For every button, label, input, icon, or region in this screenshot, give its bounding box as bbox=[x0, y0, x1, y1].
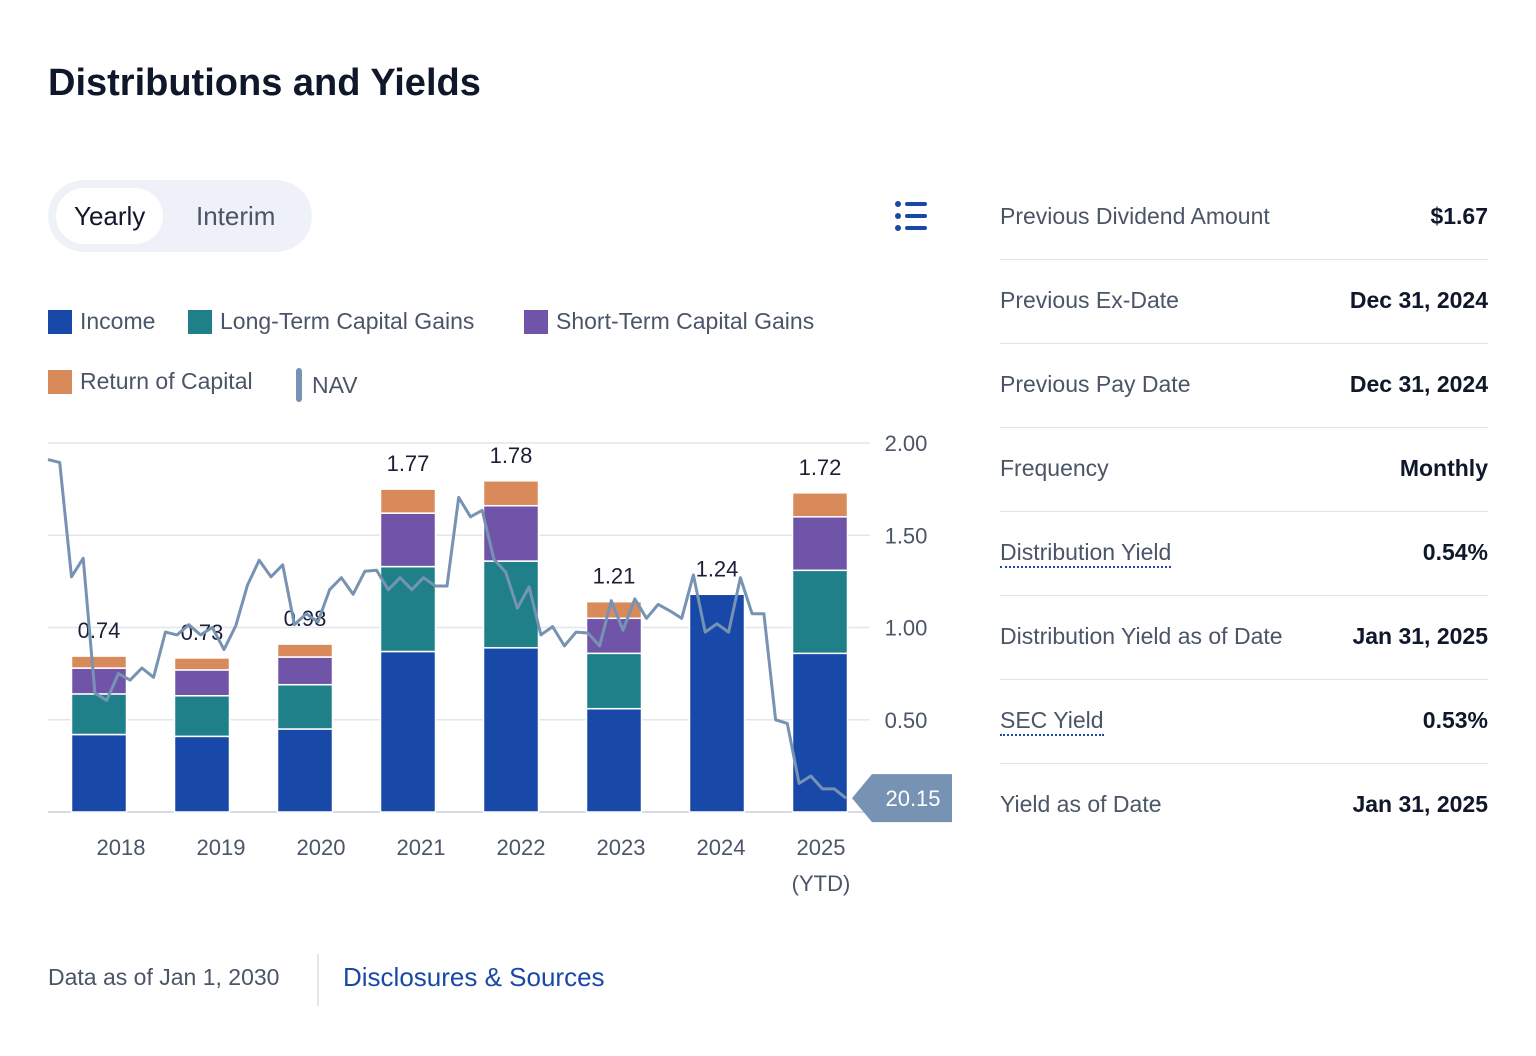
row-label: Frequency bbox=[1000, 455, 1109, 481]
x-tick-label: 2019 bbox=[196, 835, 246, 860]
bar-segment bbox=[688, 593, 746, 813]
x-tick-label: 2024 bbox=[696, 835, 746, 860]
legend-label: Short-Term Capital Gains bbox=[556, 308, 815, 334]
bar-segment bbox=[173, 735, 231, 813]
x-tick-label: 2021 bbox=[396, 835, 446, 860]
y-tick-label: 1.00 bbox=[885, 616, 928, 641]
bar-segment bbox=[70, 655, 128, 669]
nav-callout bbox=[852, 774, 952, 823]
chart: 0.501.001.502.000.74 0.730.981.77 1.781.21… bbox=[47, 431, 952, 823]
legend-item: Short-Term Capital Gains bbox=[524, 308, 814, 335]
x-tick-label: 2018 bbox=[96, 835, 146, 860]
bar-segment bbox=[276, 683, 334, 730]
total-label: 1.77 bbox=[387, 451, 430, 476]
row-value: 0.53% bbox=[1422, 707, 1488, 733]
row-label: Distribution Yield bbox=[1000, 539, 1172, 568]
y-tick-label: 1.50 bbox=[885, 523, 928, 548]
bar-segment bbox=[791, 492, 849, 518]
page-title: Distributions and Yields bbox=[48, 62, 481, 104]
y-tick-label: 0.50 bbox=[885, 708, 928, 733]
bar-segment bbox=[791, 569, 849, 655]
legend-item: Income bbox=[48, 308, 155, 335]
row-label: SEC Yield bbox=[1000, 707, 1104, 736]
total-label: 0.74 bbox=[78, 618, 121, 643]
legend-label: Long-Term Capital Gains bbox=[220, 308, 475, 334]
bar-segment bbox=[276, 643, 334, 658]
legend-item: NAV bbox=[296, 368, 358, 402]
row-value: Dec 31, 2024 bbox=[1349, 371, 1488, 397]
bar-segment bbox=[482, 560, 540, 649]
bar-segment bbox=[585, 707, 643, 813]
bar-segment bbox=[70, 693, 128, 736]
legend-label: NAV bbox=[312, 371, 358, 398]
nav-line bbox=[47, 458, 847, 800]
row-label: Yield as of Date bbox=[1000, 791, 1162, 817]
row-label: Previous Pay Date bbox=[1000, 371, 1191, 397]
row-value: Jan 31, 2025 bbox=[1352, 623, 1488, 649]
legend-swatch bbox=[48, 309, 72, 334]
legend-swatch bbox=[524, 309, 548, 334]
table-row: Previous Pay Date Dec 31, 2024 bbox=[1000, 343, 1488, 428]
legend-label: Income bbox=[80, 308, 156, 334]
bar-segment bbox=[585, 617, 643, 655]
bar-segment bbox=[482, 480, 540, 507]
table-row: Distribution Yield 0.54% bbox=[1000, 511, 1488, 596]
legend-swatch bbox=[188, 309, 212, 334]
link[interactable]: Disclosures & Sources bbox=[343, 962, 605, 992]
legend-item: Long-Term Capital Gains bbox=[188, 308, 474, 335]
table-row: Distribution Yield as of Date Jan 31, 202… bbox=[1000, 595, 1488, 680]
tab-bar: Yearly Interim bbox=[48, 180, 312, 252]
bar-segment bbox=[379, 488, 437, 514]
total-label: 1.78 bbox=[490, 443, 533, 468]
bar-segment bbox=[70, 733, 128, 813]
table-row: Yield as of Date Jan 31, 2025 bbox=[1000, 763, 1488, 847]
row-label: Distribution Yield as of Date bbox=[1000, 623, 1283, 649]
row-value: Jan 31, 2025 bbox=[1352, 791, 1488, 817]
bar-segment bbox=[173, 669, 231, 697]
nav-callout-label: 20.15 bbox=[885, 786, 940, 811]
tab[interactable]: Yearly bbox=[56, 188, 164, 244]
row-label: Previous Dividend Amount bbox=[1000, 203, 1270, 229]
data-note: Data as of Jan 1, 2030 bbox=[48, 964, 280, 990]
legend-label: Return of Capital bbox=[80, 368, 253, 394]
legend-swatch bbox=[296, 368, 302, 402]
tab[interactable]: Interim bbox=[196, 201, 276, 231]
bar-segment bbox=[276, 728, 334, 813]
table-row: Frequency Monthly bbox=[1000, 427, 1488, 512]
x-tick-label: 2020 bbox=[296, 835, 346, 860]
legend-swatch bbox=[48, 369, 72, 394]
total-label: 1.24 bbox=[696, 556, 739, 581]
bar-segment bbox=[379, 512, 437, 568]
list-icon[interactable] bbox=[892, 200, 932, 234]
row-value: Dec 31, 2024 bbox=[1349, 287, 1488, 313]
bar-segment bbox=[276, 656, 334, 686]
table-row: SEC Yield 0.53% bbox=[1000, 679, 1488, 764]
total-label: 1.21 bbox=[593, 564, 636, 589]
total-label: 1.72 bbox=[799, 455, 842, 480]
bar-segment bbox=[791, 516, 849, 572]
legend-item: Return of Capital bbox=[48, 368, 253, 395]
row-value: $1.67 bbox=[1430, 203, 1488, 229]
row-label: Previous Ex-Date bbox=[1000, 287, 1179, 313]
x-tick-label: 2023 bbox=[596, 835, 646, 860]
bar-segment bbox=[482, 647, 540, 813]
bar-segment bbox=[173, 695, 231, 738]
table-row: Previous Dividend Amount $1.67 bbox=[1000, 175, 1488, 260]
bar-segment bbox=[70, 667, 128, 695]
bar-segment bbox=[173, 657, 231, 671]
bar-segment bbox=[379, 650, 437, 813]
divider bbox=[317, 954, 319, 1006]
row-value: Monthly bbox=[1399, 455, 1488, 481]
y-tick-label: 2.00 bbox=[885, 431, 928, 456]
bar-segment bbox=[585, 652, 643, 710]
row-value: 0.54% bbox=[1422, 539, 1488, 565]
x-tick-label: 2025 (YTD) bbox=[791, 835, 851, 896]
x-tick-label: 2022 bbox=[496, 835, 546, 860]
table-row: Previous Ex-Date Dec 31, 2024 bbox=[1000, 259, 1488, 344]
